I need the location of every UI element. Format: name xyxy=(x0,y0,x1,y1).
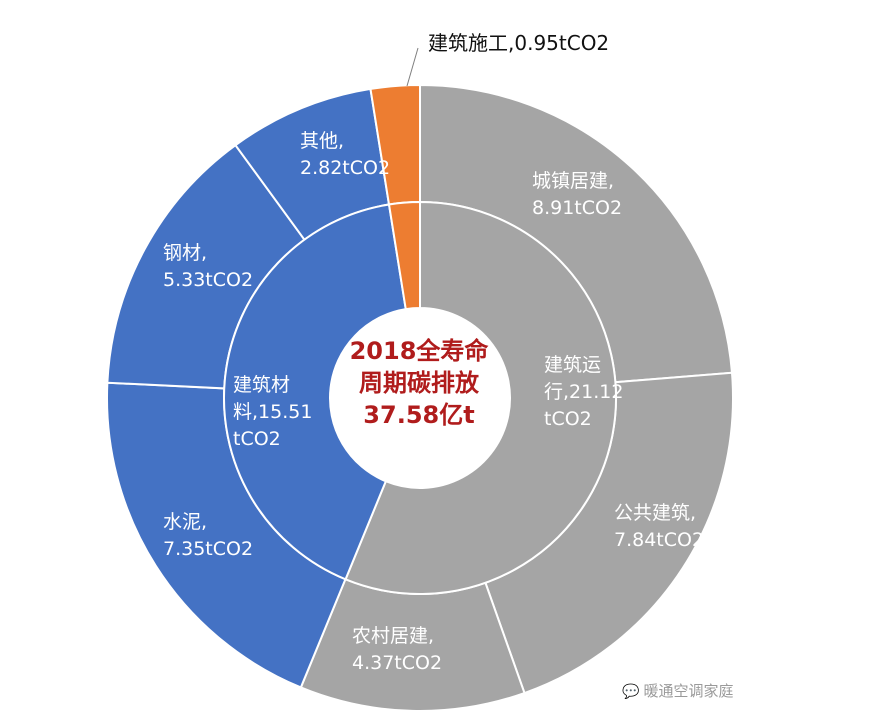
outer-label-construction: 建筑施工,0.95tCO2 xyxy=(428,31,610,55)
outer-label-public-buildings: 公共建筑, 7.84tCO2 xyxy=(614,502,705,551)
outer-label-steel: 钢材, 5.33tCO2 xyxy=(163,242,254,291)
outer-label-cement: 水泥, 7.35tCO2 xyxy=(163,511,254,560)
outer-ring xyxy=(106,83,734,712)
center-title: 2018全寿命 周期碳排放 37.58亿t xyxy=(349,337,489,429)
outer-label-other: 其他, 2.82tCO2 xyxy=(300,130,391,179)
leader-line xyxy=(406,47,419,87)
inner-label-building-materials: 建筑材 料,15.51 tCO2 xyxy=(233,374,313,450)
watermark: 💬 暖通空调家庭 xyxy=(622,682,734,700)
center-hole xyxy=(330,308,510,488)
outer-label-rural-residential: 农村居建, 4.37tCO2 xyxy=(352,625,443,674)
wechat-icon: 💬 xyxy=(622,684,640,700)
inner-ring xyxy=(222,200,617,595)
inner-label-building-operation: 建筑运 行,21.12 tCO2 xyxy=(544,354,624,430)
outer-label-urban-residential: 城镇居建, 8.91tCO2 xyxy=(532,170,623,219)
